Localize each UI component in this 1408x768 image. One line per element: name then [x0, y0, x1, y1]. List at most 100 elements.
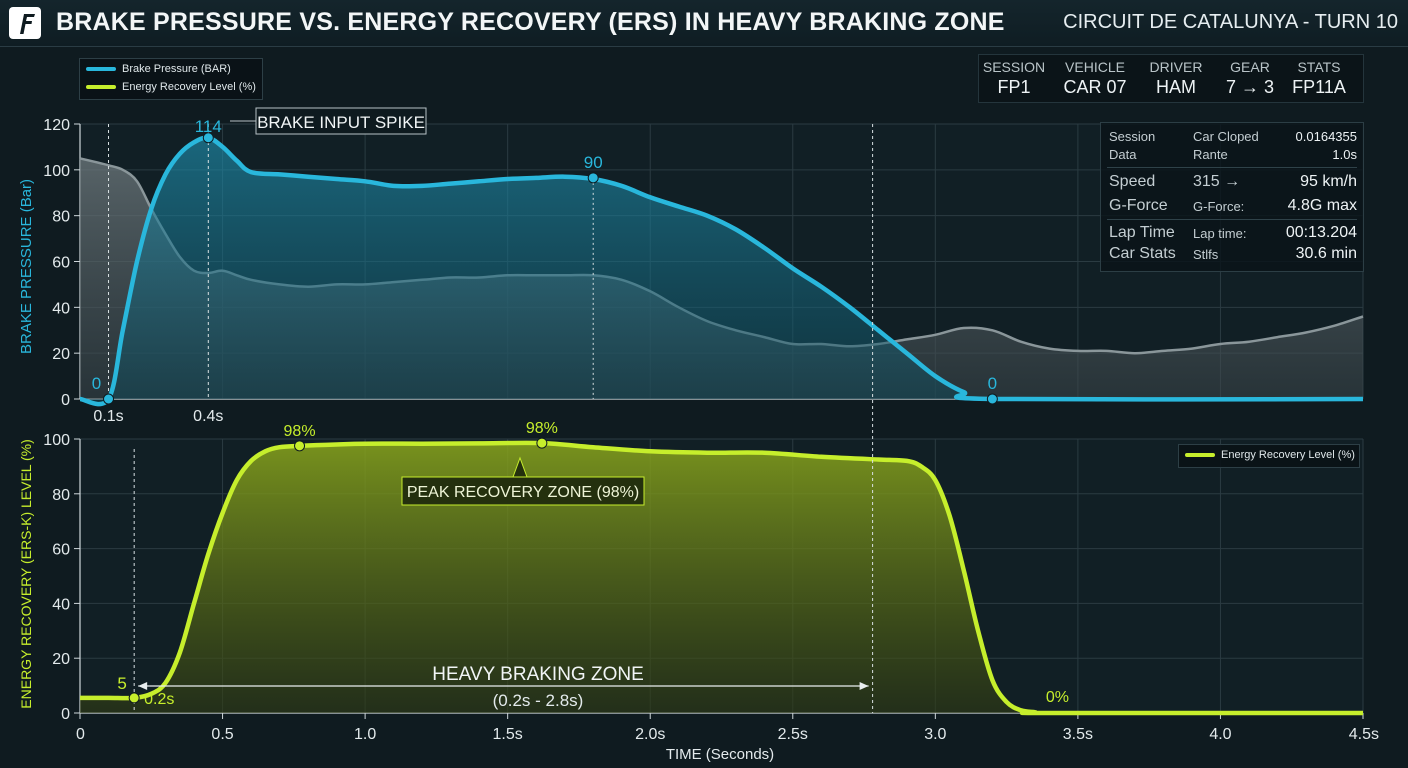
legend-swatch-icon [86, 67, 116, 72]
page-subtitle: CIRCUIT DE CATALUNYA - TURN 10 [1063, 11, 1398, 33]
info-sub: Stlfs [1193, 247, 1219, 262]
x-tick-label: 4.0 [1209, 726, 1231, 743]
ers-peak-label-1: 98% [284, 423, 316, 440]
ers-start-label: 5 [117, 674, 126, 693]
stat-value: HAM [1156, 77, 1196, 97]
legend-swatch-icon [1185, 453, 1215, 458]
marker-label: 0.4s [193, 408, 223, 425]
stat-value: FP11A [1292, 77, 1346, 97]
ers-peak-point-2 [536, 437, 548, 449]
marker-label: 0.1s [93, 408, 123, 425]
y-tick-label: 20 [52, 346, 70, 363]
y-tick-label: 40 [52, 596, 70, 613]
info-key: Speed [1109, 173, 1156, 190]
ers-peak-label-2: 98% [526, 420, 558, 437]
session-stats-box: SESSION FP1 VEHICLE CAR 07 DRIVER HAM GE… [978, 54, 1364, 103]
zone-arrow-right-icon [859, 682, 869, 690]
x-tick-label: 3.5s [1063, 726, 1093, 743]
stat-gear: GEAR 7 → 3 [1212, 59, 1288, 98]
ers-start-point [128, 692, 140, 704]
stat-driver: DRIVER HAM [1138, 59, 1214, 98]
spike-callout-box [255, 107, 427, 135]
legend-item-ers: Energy Recovery Level (%) [86, 81, 256, 93]
peak-zone-label: PEAK RECOVERY ZONE (98%) [407, 484, 639, 501]
stat-session: SESSION FP1 [976, 59, 1052, 98]
y-tick-label: 20 [52, 651, 70, 668]
x-tick-label: 4.5s [1349, 726, 1379, 743]
zone-arrow-left-icon [138, 682, 148, 690]
x-tick-label: 2.0s [635, 726, 665, 743]
brake-pressure-plot [79, 135, 1364, 407]
telemetry-info-panel: Session Car Cloped 0.0164355 Data Rante … [1100, 122, 1364, 272]
info-value: 0.0164355 [1295, 129, 1357, 144]
stat-label: STATS [1297, 59, 1341, 75]
legend-label: Energy Recovery Level (%) [1221, 449, 1355, 461]
end-value-label: 0 [988, 374, 997, 393]
info-sub: 315 → [1193, 173, 1241, 190]
stat-label: DRIVER [1149, 59, 1203, 75]
info-key: Car Stats [1109, 245, 1176, 262]
x-tick-label: 2.5s [778, 726, 808, 743]
stat-value: CAR 07 [1063, 77, 1127, 97]
stat-label: SESSION [982, 59, 1046, 75]
peak-point [202, 132, 214, 144]
header-bar: BRAKE PRESSURE VS. ENERGY RECOVERY (ERS)… [0, 0, 1408, 47]
info-sub: Lap time: [1193, 226, 1247, 241]
ers-start-time-label: 0.2s [144, 691, 174, 708]
legend-swatch-icon [86, 85, 116, 90]
pressure-line [79, 135, 1364, 407]
second-peak-point [587, 172, 599, 184]
end-point [986, 393, 998, 405]
ers-line [80, 440, 1364, 716]
x-tick-label: 1.5s [493, 726, 523, 743]
legend-label: Energy Recovery Level (%) [122, 81, 256, 93]
info-value: 1.0s [1332, 147, 1357, 162]
y-tick-label: 40 [52, 300, 70, 317]
chart-legend: Brake Pressure (BAR) Energy Recovery Lev… [79, 58, 263, 100]
y-tick-label: 60 [52, 255, 70, 272]
pressure-area [80, 137, 1363, 405]
info-sub: Car Cloped [1193, 129, 1259, 144]
y-tick-label: 80 [52, 209, 70, 226]
stat-label: GEAR [1230, 59, 1270, 75]
y-tick-label: 80 [52, 487, 70, 504]
start-value-label: 0 [92, 374, 101, 393]
info-value: 00:13.204 [1285, 224, 1357, 241]
second-peak-label: 90 [584, 153, 603, 172]
ers-peak-point-1 [294, 440, 306, 452]
stat-vehicle: VEHICLE CAR 07 [1057, 59, 1133, 98]
info-key: Lap Time [1109, 224, 1175, 241]
stat-label: VEHICLE [1065, 59, 1125, 75]
y-tick-label: 120 [43, 117, 70, 134]
stat-value: 7 → 3 [1225, 77, 1275, 97]
chart-annotations: 0.1s 0.4s 114 90 0 0 BRAKE INPUT SPIKE 98% 98% 5 0… [92, 107, 1069, 713]
ers-legend: Energy Recovery Level (%) [1178, 444, 1360, 468]
ers-plot [80, 440, 1364, 716]
info-sub: Rante [1193, 147, 1228, 162]
zone-range-label: (0.2s - 2.8s) [493, 691, 584, 710]
info-key: Data [1109, 147, 1137, 162]
x-axis-title: TIME (Seconds) [666, 746, 774, 763]
peak-zone-box [401, 476, 645, 506]
zone-title: HEAVY BRAKING ZONE [432, 664, 644, 685]
stat-stats: STATS FP11A [1281, 59, 1357, 98]
legend-label: Brake Pressure (BAR) [122, 63, 231, 75]
info-value: 95 km/h [1300, 173, 1357, 190]
info-divider [1107, 219, 1357, 220]
brand-logo-icon [9, 7, 41, 39]
peak-zone-pointer [512, 456, 528, 478]
ers-area [80, 442, 1363, 714]
legend-item-pressure: Brake Pressure (BAR) [86, 63, 231, 75]
x-tick-label: 0 [76, 726, 85, 743]
y-axis-title: ENERGY RECOVERY (ERS-K) LEVEL (%) [18, 439, 34, 708]
x-tick-label: 1.0 [354, 726, 376, 743]
y-tick-label: 0 [61, 706, 70, 723]
start-point [103, 393, 115, 405]
info-key: Session [1109, 129, 1156, 144]
y-tick-label: 100 [43, 432, 70, 449]
info-divider [1107, 167, 1357, 168]
stat-value: FP1 [997, 77, 1031, 97]
x-tick-label: 3.0 [924, 726, 946, 743]
peak-value-label: 114 [195, 117, 222, 136]
